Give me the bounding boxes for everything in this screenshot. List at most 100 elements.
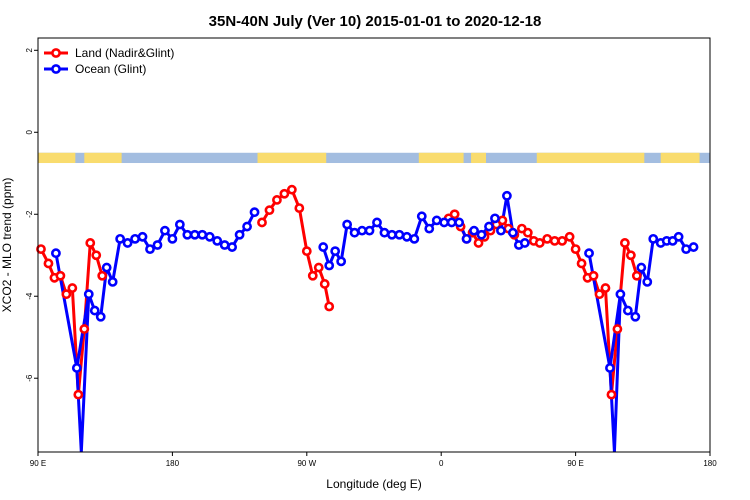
land-data-point <box>534 238 545 248</box>
land-data-point <box>279 188 290 199</box>
land-data-point <box>549 236 560 246</box>
ocean-data-point <box>642 276 653 287</box>
ocean-data-point <box>137 231 148 242</box>
ocean-data-point <box>424 223 435 234</box>
chart-title: 35N-40N July (Ver 10) 2015-01-01 to 2020… <box>209 13 542 30</box>
ocean-data-point <box>160 225 170 236</box>
land-patch <box>471 152 486 164</box>
ocean-data-point <box>167 233 178 244</box>
x-tick-label: 90 W <box>297 459 316 468</box>
ocean-data-point <box>197 229 208 240</box>
ocean-data-point <box>394 229 405 240</box>
land-data-point <box>570 244 581 254</box>
ocean-data-point <box>496 225 506 236</box>
x-tick-label: 90 E <box>567 459 583 468</box>
ocean-data-point <box>439 217 450 228</box>
ocean-data-point <box>469 225 479 236</box>
land-data-point <box>631 270 642 281</box>
ocean-data-point <box>342 219 353 230</box>
land-data-point <box>473 238 484 248</box>
legend-land-label: Land (Nadir&Glint) <box>75 46 174 60</box>
land-data-point <box>324 301 335 312</box>
x-tick-label: 180 <box>703 459 717 468</box>
land-data-point <box>301 246 312 257</box>
x-tick-label: 0 <box>439 459 444 468</box>
ocean-data-point <box>51 248 61 259</box>
land-data-point <box>272 195 282 205</box>
ocean-data-point <box>101 262 112 273</box>
land-data-point <box>522 227 533 238</box>
ocean-data-point <box>107 276 118 287</box>
ocean-data-point <box>324 260 335 271</box>
ocean-data-point <box>605 363 615 373</box>
ocean-data-point <box>454 217 465 228</box>
ocean-data-point <box>622 305 633 316</box>
ocean-data-point <box>83 289 94 300</box>
ocean-data-point <box>182 229 193 240</box>
ocean-data-point <box>490 213 500 224</box>
land-data-point <box>612 324 623 334</box>
land-data-point <box>449 209 460 220</box>
land-data-point <box>55 270 66 281</box>
ocean-data-point <box>519 238 530 248</box>
land-data-point <box>588 270 599 281</box>
ocean-data-point <box>318 242 329 252</box>
ocean-data-point <box>648 233 659 244</box>
ocean-dropout-spike <box>608 294 622 453</box>
ocean-data-point <box>584 248 594 259</box>
ocean-data-point <box>227 242 238 252</box>
land-data-point <box>97 270 108 281</box>
y-tick-label: -6 <box>25 374 34 382</box>
land-data-point <box>542 233 553 244</box>
ocean-data-point <box>242 221 252 232</box>
ocean-data-point <box>630 311 641 322</box>
series-points <box>36 184 699 400</box>
ocean-data-point <box>349 227 360 238</box>
ocean-data-point <box>130 233 140 244</box>
y-tick-label: -4 <box>25 292 34 300</box>
ocean-data-point <box>615 289 626 300</box>
y-tick-label: 2 <box>25 48 34 53</box>
land-data-point <box>73 389 84 400</box>
x-axis: 90 E 180 90 W 0 90 E 180 <box>30 452 717 468</box>
y-tick-label: 0 <box>25 130 34 135</box>
ocean-data-point <box>336 256 347 267</box>
land-data-point <box>313 262 324 273</box>
ocean-band <box>38 152 710 164</box>
ocean-data-point <box>122 238 133 248</box>
land-data-point <box>606 389 617 400</box>
ocean-data-point <box>364 225 375 236</box>
ocean-data-point <box>174 219 185 230</box>
legend-ocean-label: Ocean (Glint) <box>75 62 146 76</box>
x-tick-label: 90 E <box>30 459 46 468</box>
land-data-point <box>257 217 267 228</box>
ocean-data-point <box>249 207 260 218</box>
ocean-data-point <box>681 244 692 254</box>
land-data-point <box>319 279 330 289</box>
land-data-point <box>557 236 568 246</box>
land-data-point <box>564 231 575 242</box>
y-axis-label: XCO2 - MLO trend (ppm) <box>0 178 14 313</box>
ocean-data-point <box>379 227 390 238</box>
ocean-data-point <box>357 225 367 236</box>
plot-frame <box>37 37 711 453</box>
x-tick-label: 180 <box>166 459 180 468</box>
ocean-data-point <box>673 231 684 242</box>
land-data-point <box>85 238 96 248</box>
ocean-data-point <box>502 190 512 201</box>
ocean-data-point <box>234 229 245 240</box>
ocean-data-point <box>152 240 163 250</box>
land-data-point <box>600 283 611 293</box>
ocean-data-point <box>446 217 457 228</box>
ocean-data-point <box>636 262 647 273</box>
ocean-series-line <box>587 235 694 370</box>
ocean-data-point <box>431 215 442 226</box>
legend-ocean-marker <box>51 64 61 74</box>
ocean-data-point <box>330 246 341 257</box>
ocean-data-point <box>401 231 412 242</box>
legend-land-marker <box>51 48 61 58</box>
x-axis-label: Longitude (deg E) <box>326 477 421 491</box>
ocean-data-point <box>461 233 472 244</box>
land-data-point <box>286 184 297 195</box>
